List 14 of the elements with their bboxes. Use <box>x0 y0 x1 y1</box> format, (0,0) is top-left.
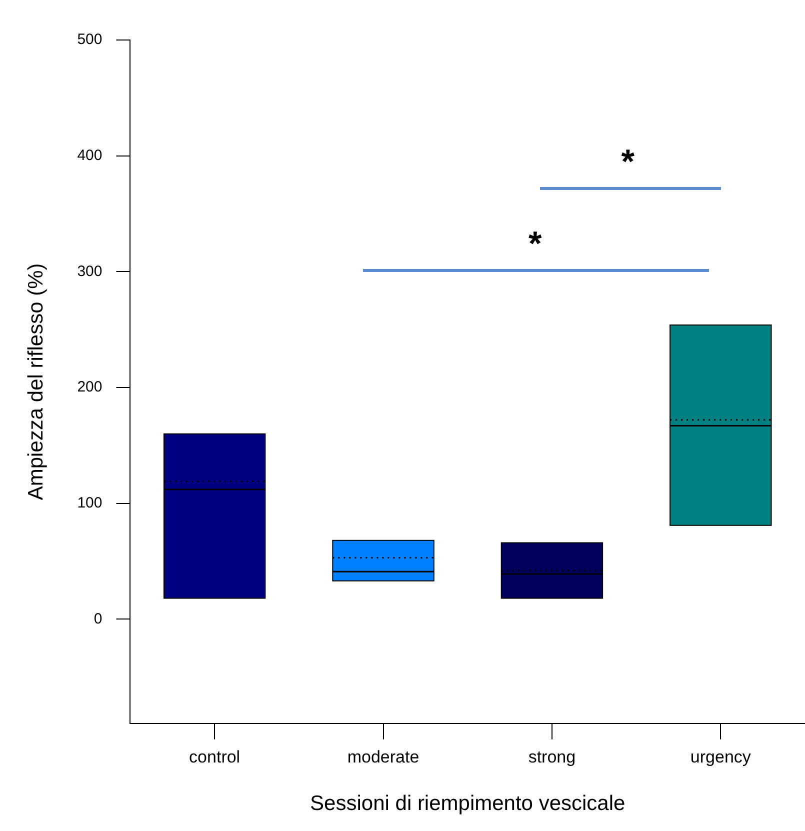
annotation: * <box>528 225 542 264</box>
x-tick-label: control <box>189 747 240 766</box>
y-tick-label: 500 <box>77 31 102 48</box>
y-tick-label: 200 <box>77 378 102 396</box>
y-tick-label: 300 <box>77 262 102 280</box>
y-tick-label: 100 <box>77 494 102 512</box>
y-axis-title: Ampiezza del riflesso (%) <box>24 263 48 500</box>
x-tick-label: strong <box>528 747 576 766</box>
y-tick-label: 0 <box>94 610 102 628</box>
x-tick-label: moderate <box>347 747 420 766</box>
y-tick-label: 400 <box>77 146 102 164</box>
x-tick-label: urgency <box>690 747 752 766</box>
annotation: * <box>621 142 634 182</box>
x-axis-title: Sessioni di riempimento vescicale <box>310 792 626 816</box>
